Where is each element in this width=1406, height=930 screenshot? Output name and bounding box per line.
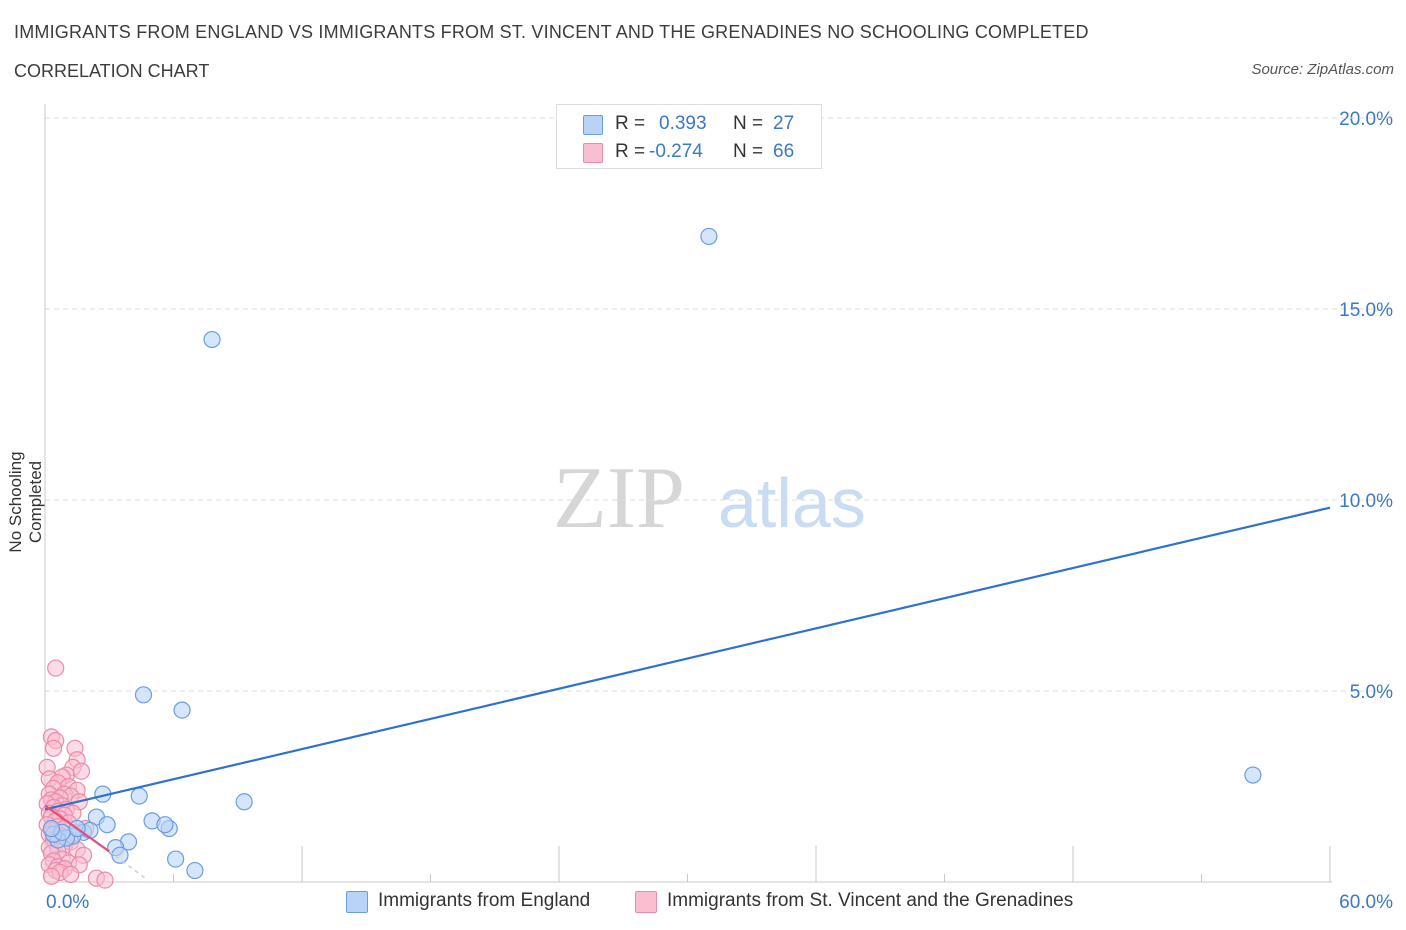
y-tick-label: 10.0% (1339, 491, 1393, 512)
england-point (186, 861, 204, 880)
england-r-value: 0.393 (659, 113, 707, 134)
england-point (173, 701, 191, 719)
y-tick-label: 15.0% (1339, 300, 1393, 321)
england-legend-swatch (346, 891, 368, 913)
correlation-legend: R = 0.393 N = 27 R = -0.274 N = 66 (556, 104, 822, 169)
stvincent-legend-label: Immigrants from St. Vincent and the Gren… (667, 890, 1074, 911)
england-point (1244, 766, 1262, 784)
watermark-atlas: atlas (718, 464, 866, 542)
stvincent-point (42, 867, 61, 885)
england-r-label: R = (615, 113, 646, 134)
x-tick-label-min: 0.0% (46, 892, 89, 913)
stvincent-trend-extension (108, 850, 149, 881)
stvincent-swatch (583, 143, 603, 163)
stvincent-legend-swatch (635, 891, 657, 913)
england-n-label: N = (733, 113, 764, 134)
england-point (235, 793, 253, 811)
england-legend-label: Immigrants from England (378, 890, 591, 911)
stvincent-point (72, 762, 91, 780)
y-tick-label: 5.0% (1350, 682, 1393, 703)
watermark-zip: ZIP (553, 450, 685, 547)
england-point (203, 330, 221, 349)
stvincent-n-label: N = (733, 141, 764, 162)
chart-subtitle: CORRELATION CHART (14, 61, 210, 81)
england-point (156, 816, 174, 834)
stvincent-point (96, 871, 114, 889)
stvincent-point (62, 865, 80, 883)
stvincent-r-label: R = (615, 141, 646, 162)
england-trend-line (44, 506, 1331, 811)
england-n-value: 27 (773, 113, 795, 134)
stvincent-point (47, 659, 65, 677)
england-point (42, 819, 61, 838)
england-point (134, 686, 153, 704)
england-point (130, 787, 148, 805)
stvincent-n-value: 66 (773, 141, 795, 162)
stvincent-trend-line (44, 804, 110, 853)
england-point (98, 816, 116, 834)
england-point (111, 846, 129, 864)
y-tick-label: 20.0% (1339, 109, 1393, 130)
chart-title: IMMIGRANTS FROM ENGLAND VS IMMIGRANTS FR… (14, 22, 1089, 42)
x-tick-label-max: 60.0% (1339, 892, 1393, 913)
stvincent-point (44, 739, 63, 757)
england-point (167, 850, 185, 868)
england-point (700, 227, 718, 246)
source-note: Source: ZipAtlas.com (1251, 61, 1394, 78)
england-swatch (583, 115, 603, 135)
stvincent-r-value: -0.274 (649, 141, 703, 162)
